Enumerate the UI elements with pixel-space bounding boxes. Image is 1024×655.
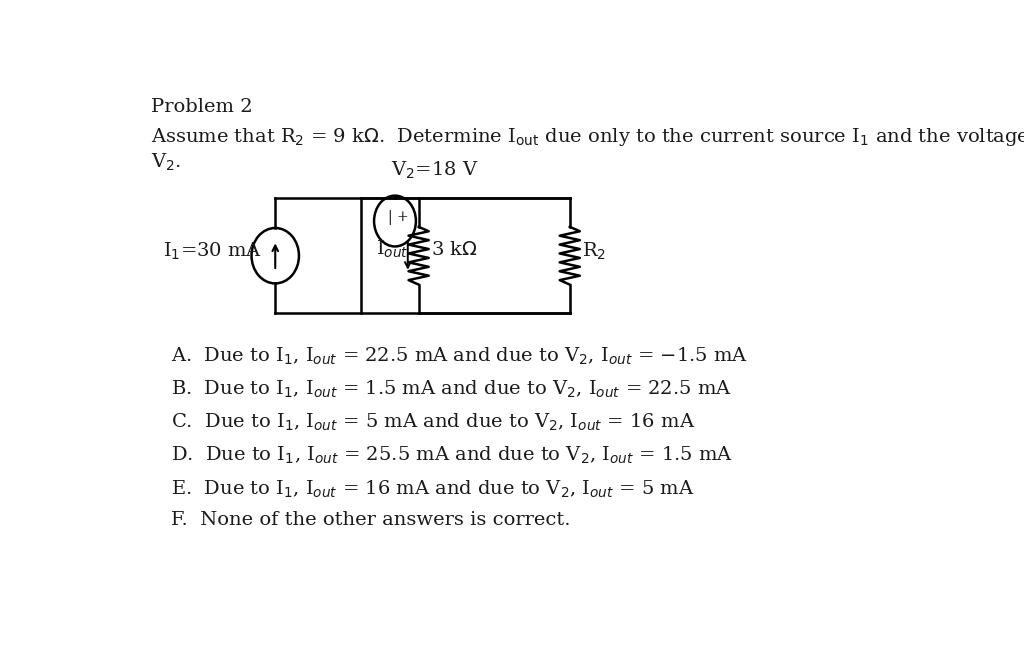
Text: I$_{out}$: I$_{out}$ [376, 239, 409, 260]
Text: F.  None of the other answers is correct.: F. None of the other answers is correct. [171, 512, 570, 529]
Text: Problem 2: Problem 2 [152, 98, 253, 116]
Text: D.  Due to I$_1$, I$_{out}$ = 25.5 mA and due to V$_2$, I$_{out}$ = 1.5 mA: D. Due to I$_1$, I$_{out}$ = 25.5 mA and… [171, 445, 733, 466]
Text: C.  Due to I$_1$, I$_{out}$ = 5 mA and due to V$_2$, I$_{out}$ = 16 mA: C. Due to I$_1$, I$_{out}$ = 5 mA and du… [171, 412, 695, 434]
Text: A.  Due to I$_1$, I$_{out}$ = 22.5 mA and due to V$_2$, I$_{out}$ = −1.5 mA: A. Due to I$_1$, I$_{out}$ = 22.5 mA and… [171, 346, 748, 367]
Text: Assume that R$_2$ = 9 k$\Omega$.  Determine I$_{\rm out}$ due only to the curren: Assume that R$_2$ = 9 k$\Omega$. Determi… [152, 126, 1024, 148]
Text: I$_1$=30 mA: I$_1$=30 mA [163, 240, 262, 262]
Text: E.  Due to I$_1$, I$_{out}$ = 16 mA and due to V$_2$, I$_{out}$ = 5 mA: E. Due to I$_1$, I$_{out}$ = 16 mA and d… [171, 478, 694, 500]
Text: V$_2$=18 V: V$_2$=18 V [391, 160, 478, 181]
Text: 3 k$\Omega$: 3 k$\Omega$ [431, 240, 477, 259]
Text: B.  Due to I$_1$, I$_{out}$ = 1.5 mA and due to V$_2$, I$_{out}$ = 22.5 mA: B. Due to I$_1$, I$_{out}$ = 1.5 mA and … [171, 379, 731, 400]
Text: R$_2$: R$_2$ [583, 240, 606, 262]
Text: | +: | + [388, 210, 409, 225]
Text: V$_2$.: V$_2$. [152, 152, 181, 173]
